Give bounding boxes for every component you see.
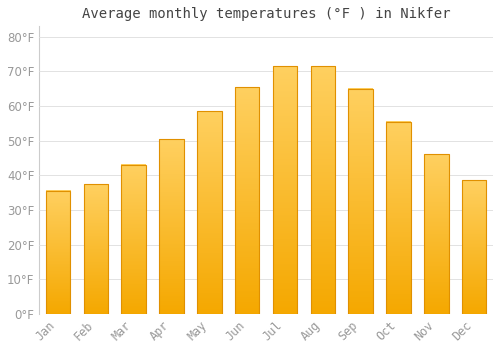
Title: Average monthly temperatures (°F ) in Nikfer: Average monthly temperatures (°F ) in Ni… (82, 7, 450, 21)
Bar (84, 184, 108, 314)
Bar (310, 66, 335, 314)
Bar (197, 111, 222, 314)
Bar (348, 89, 373, 314)
Bar (122, 165, 146, 314)
Bar (235, 87, 260, 314)
Bar (386, 121, 411, 314)
Bar (272, 66, 297, 314)
Bar (160, 139, 184, 314)
Bar (424, 154, 448, 314)
Bar (462, 181, 486, 314)
Bar (46, 191, 70, 314)
